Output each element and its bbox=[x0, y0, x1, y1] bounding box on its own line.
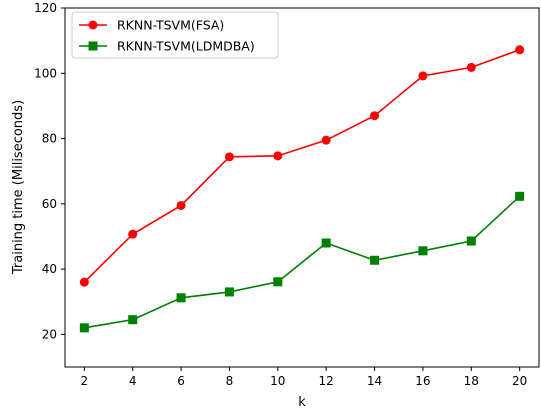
plot-frame bbox=[64, 7, 540, 368]
series-2 bbox=[79, 191, 525, 333]
series-line bbox=[83, 49, 520, 283]
data-point bbox=[418, 246, 428, 256]
data-point bbox=[79, 323, 89, 333]
plot-area bbox=[64, 7, 540, 368]
legend-marker bbox=[88, 41, 98, 51]
x-tick-label: 10 bbox=[270, 374, 285, 388]
x-tick-label: 20 bbox=[512, 374, 527, 388]
data-point bbox=[128, 315, 138, 325]
y-axis-label: Training time (Miliseconds) bbox=[11, 100, 26, 275]
y-tick-label: 20 bbox=[42, 327, 57, 341]
legend-label: RKNN-TSVM(FSA) bbox=[117, 18, 224, 33]
data-point bbox=[321, 135, 331, 145]
data-point bbox=[273, 277, 283, 287]
x-axis-ticks: 2 4 6 8 10 12 14 16 18 20 bbox=[81, 367, 527, 388]
y-tick-label: 40 bbox=[42, 262, 57, 276]
x-tick-label: 14 bbox=[367, 374, 382, 388]
data-point bbox=[224, 152, 234, 162]
data-point bbox=[370, 111, 380, 121]
y-tick-label: 60 bbox=[42, 197, 57, 211]
data-point bbox=[321, 238, 331, 248]
series-line bbox=[84, 195, 521, 329]
data-point bbox=[515, 45, 525, 55]
series-layer bbox=[79, 45, 525, 333]
legend: RKNN-TSVM(FSA) RKNN-TSVM(LDMDBA) bbox=[71, 11, 279, 59]
legend-marker bbox=[88, 20, 98, 30]
data-point bbox=[466, 62, 476, 72]
y-axis-ticks: 20 40 60 80 100 120 bbox=[34, 1, 65, 341]
legend-box bbox=[71, 11, 279, 59]
y-tick-label: 120 bbox=[34, 1, 57, 15]
x-tick-label: 8 bbox=[226, 374, 234, 388]
y-tick-label: 100 bbox=[34, 66, 57, 80]
data-point bbox=[224, 287, 234, 297]
x-tick-label: 18 bbox=[464, 374, 479, 388]
data-point bbox=[128, 229, 138, 239]
series-1 bbox=[79, 45, 525, 287]
x-tick-label: 4 bbox=[129, 374, 137, 388]
x-tick-label: 2 bbox=[81, 374, 89, 388]
data-point bbox=[176, 200, 186, 210]
data-point bbox=[370, 255, 380, 265]
x-tick-label: 16 bbox=[415, 374, 430, 388]
x-tick-label: 12 bbox=[319, 374, 334, 388]
data-point bbox=[418, 71, 428, 81]
legend-label: RKNN-TSVM(LDMDBA) bbox=[117, 39, 255, 54]
x-tick-label: 6 bbox=[177, 374, 185, 388]
data-point bbox=[273, 151, 283, 161]
data-point bbox=[515, 191, 525, 201]
data-point bbox=[176, 293, 186, 303]
data-point bbox=[79, 277, 89, 287]
y-tick-label: 80 bbox=[42, 132, 57, 146]
x-axis-label: k bbox=[298, 395, 306, 410]
data-point bbox=[466, 236, 476, 246]
